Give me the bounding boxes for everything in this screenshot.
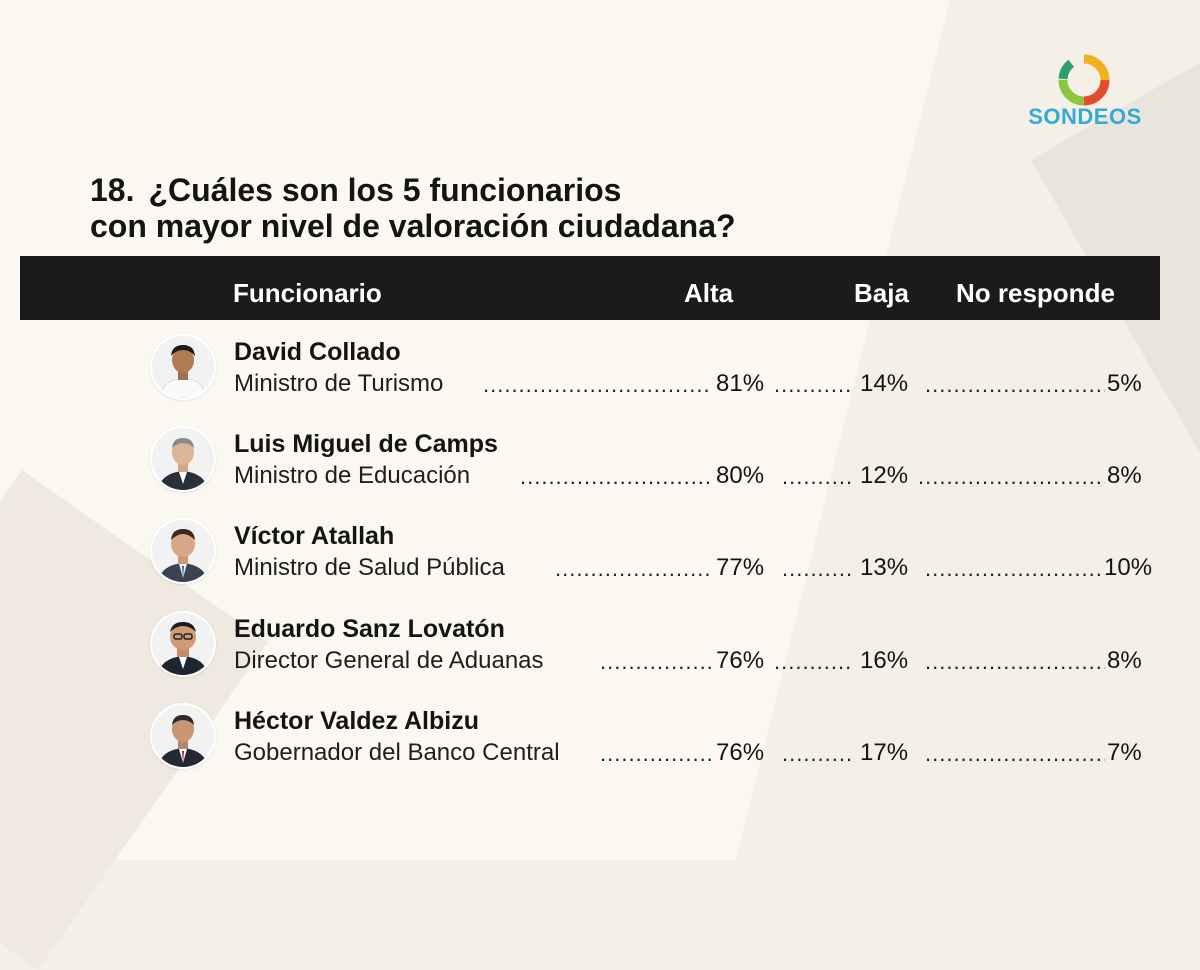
ring-logo-icon [1058,54,1110,106]
dot-leader: ........................................… [925,649,1105,671]
official-role: Director General de Aduanas [234,647,544,674]
dot-leader: ........................................… [520,464,711,486]
official-role: Ministro de Turismo [234,370,444,397]
table-row: Eduardo Sanz Lovatón Director General de… [0,613,1200,703]
value-baja: 12% [860,462,909,489]
avatar [152,705,214,767]
value-no-responde: 8% [1107,462,1142,489]
dot-leader: .............................. [782,464,854,486]
dot-leader: ........................................ [600,649,711,671]
dot-leader: ........................................ [600,741,711,763]
value-alta: 77% [716,554,765,581]
value-alta: 76% [716,739,765,766]
person-icon [152,520,214,582]
official-name: Luis Miguel de Camps [234,430,498,458]
value-baja: 13% [860,554,909,581]
person-icon [152,613,214,675]
avatar [152,520,214,582]
header-funcionario: Funcionario [233,278,382,308]
value-no-responde: 10% [1104,554,1153,581]
dot-leader: .............................. [782,741,854,763]
value-baja: 14% [860,370,909,397]
value-baja: 17% [860,739,909,766]
person-icon [152,336,214,398]
dot-leader: ........................................… [925,556,1101,578]
dot-leader: ........................................… [483,372,711,394]
official-role: Ministro de Educación [234,462,471,489]
dot-leader: ........................................… [555,556,711,578]
value-alta: 81% [716,370,765,397]
table-row: Luis Miguel de Camps Ministro de Educaci… [0,428,1200,518]
value-no-responde: 7% [1107,739,1142,766]
avatar [152,428,214,490]
header-alta: Alta [684,278,734,308]
dot-leader: .............................. [774,649,854,671]
dot-leader: .............................. [782,556,854,578]
table-row: Víctor Atallah Ministro de Salud Pública… [0,520,1200,610]
table-header: Funcionario Alta Baja No responde [20,256,1160,320]
official-name: David Collado [234,338,401,366]
question-title: 18. ¿Cuáles son los 5 funcionarios con ma… [90,172,990,244]
value-alta: 80% [716,462,765,489]
header-baja: Baja [854,278,909,308]
official-role: Ministro de Salud Pública [234,554,505,581]
value-baja: 16% [860,647,909,674]
logo-text: SONDEOS [1028,104,1142,129]
dot-leader: ........................................… [925,741,1105,763]
official-name: Víctor Atallah [234,522,395,550]
value-alta: 76% [716,647,765,674]
table-row: David Collado Ministro de Turismo ......… [0,336,1200,426]
person-icon [152,428,214,490]
header-no-responde: No responde [956,278,1115,308]
avatar [152,336,214,398]
sondeos-logo: SONDEOS [1010,50,1160,130]
question-line-2: con mayor nivel de valoración ciudadana? [90,208,736,244]
official-name: Héctor Valdez Albizu [234,707,479,735]
dot-leader: .............................. [774,372,854,394]
dot-leader: ........................................… [925,372,1105,394]
question-number: 18. [90,172,135,208]
question-line-1: ¿Cuáles son los 5 funcionarios [148,172,622,208]
value-no-responde: 8% [1107,647,1142,674]
official-role: Gobernador del Banco Central [234,739,560,766]
avatar [152,613,214,675]
value-no-responde: 5% [1107,370,1142,397]
person-icon [152,705,214,767]
official-name: Eduardo Sanz Lovatón [234,615,505,643]
table-row: Héctor Valdez Albizu Gobernador del Banc… [0,705,1200,795]
dot-leader: ........................................… [918,464,1105,486]
